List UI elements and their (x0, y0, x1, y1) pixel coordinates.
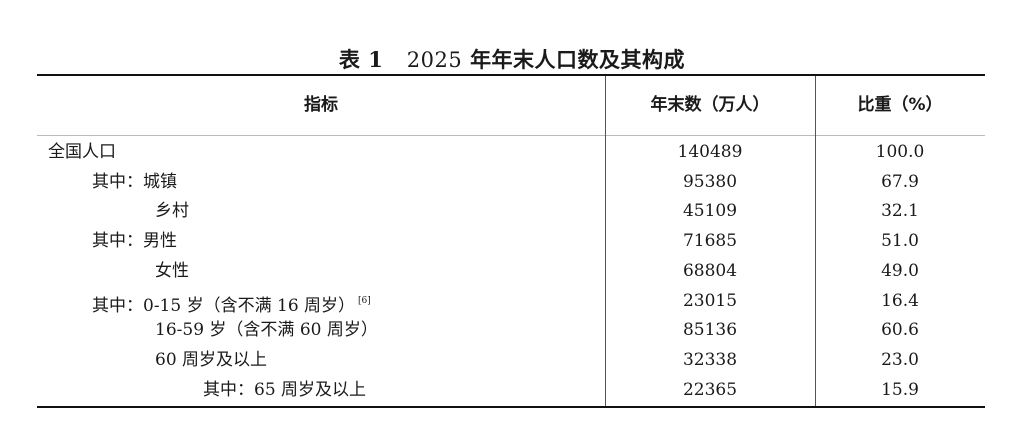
row-share: 100.0 (875, 142, 925, 162)
row-share: 23.0 (881, 349, 919, 370)
row-share: 15.9 (881, 379, 919, 400)
row-label-text: 女性 (155, 260, 189, 281)
row-label-text: 其中：65 周岁及以上 (203, 379, 367, 400)
row-label-text: 全国人口 (48, 142, 116, 162)
row-share: 51.0 (881, 231, 919, 252)
row-label: 16-59 岁（含不满 60 周岁） (155, 316, 378, 346)
row-share: 49.0 (881, 260, 919, 281)
row-label: 60 周岁及以上 (155, 346, 267, 376)
row-count: 68804 (682, 260, 738, 281)
title-year: 2025 (406, 48, 463, 72)
table-row: 乡村 45109 32.1 (37, 197, 985, 227)
footnote-ref[interactable]: [6] (358, 295, 371, 306)
table-row: 16-59 岁（含不满 60 周岁） 85136 60.6 (37, 316, 985, 346)
row-label: 其中：0-15 岁（含不满 16 周岁） [6] (92, 287, 371, 322)
row-label: 其中：65 周岁及以上 (203, 376, 366, 406)
table-row: 女性 68804 49.0 (37, 257, 985, 287)
row-label: 乡村 (155, 197, 189, 227)
row-count: 45109 (682, 201, 738, 222)
row-label-text: 乡村 (155, 201, 189, 222)
header-indicator: 指标 (304, 95, 338, 115)
row-label: 其中：城镇 (92, 168, 177, 198)
table-row: 全国人口 140489 100.0 (37, 138, 985, 168)
row-count: 22365 (682, 379, 738, 400)
table-title: 表 1 2025 年年末人口数及其构成 (0, 44, 1024, 74)
title-text: 年年末人口数及其构成 (470, 47, 686, 72)
row-share: 67.9 (881, 171, 919, 192)
top-rule (37, 74, 985, 76)
row-count: 95380 (682, 171, 738, 192)
row-count: 23015 (682, 290, 738, 311)
row-label-text: 其中：0-15 岁（含不满 16 周岁） (92, 295, 356, 316)
column-divider (605, 76, 606, 407)
table-row: 其中：0-15 岁（含不满 16 周岁） [6] 23015 16.4 (37, 287, 985, 317)
row-count: 71685 (682, 231, 738, 252)
row-label-text: 其中：城镇 (92, 171, 177, 192)
bottom-rule (37, 406, 985, 408)
row-label: 其中：男性 (92, 227, 177, 257)
row-count: 140489 (677, 142, 743, 162)
table-row: 其中：65 周岁及以上 22365 15.9 (37, 376, 985, 406)
row-label-text: 60 周岁及以上 (155, 349, 268, 370)
row-count: 85136 (682, 320, 738, 341)
table-row: 60 周岁及以上 32338 23.0 (37, 346, 985, 376)
row-share: 32.1 (881, 201, 919, 222)
header-count: 年末数（万人） (650, 95, 770, 115)
table-row: 其中：男性 71685 51.0 (37, 227, 985, 257)
row-share: 16.4 (881, 290, 919, 311)
header-share: 比重（%） (857, 95, 943, 115)
row-count: 32338 (682, 349, 738, 370)
table-row: 其中：城镇 95380 67.9 (37, 168, 985, 198)
row-share: 60.6 (881, 320, 919, 341)
row-label-text: 其中：男性 (92, 231, 177, 252)
row-label-text: 16-59 岁（含不满 60 周岁） (155, 320, 378, 341)
row-label: 全国人口 (48, 138, 116, 168)
row-label: 女性 (155, 257, 189, 287)
table-number: 表 1 (338, 47, 384, 72)
table-header: 指标 年末数（万人） 比重（%） (37, 76, 985, 135)
column-divider (815, 76, 816, 407)
header-rule (37, 135, 985, 136)
